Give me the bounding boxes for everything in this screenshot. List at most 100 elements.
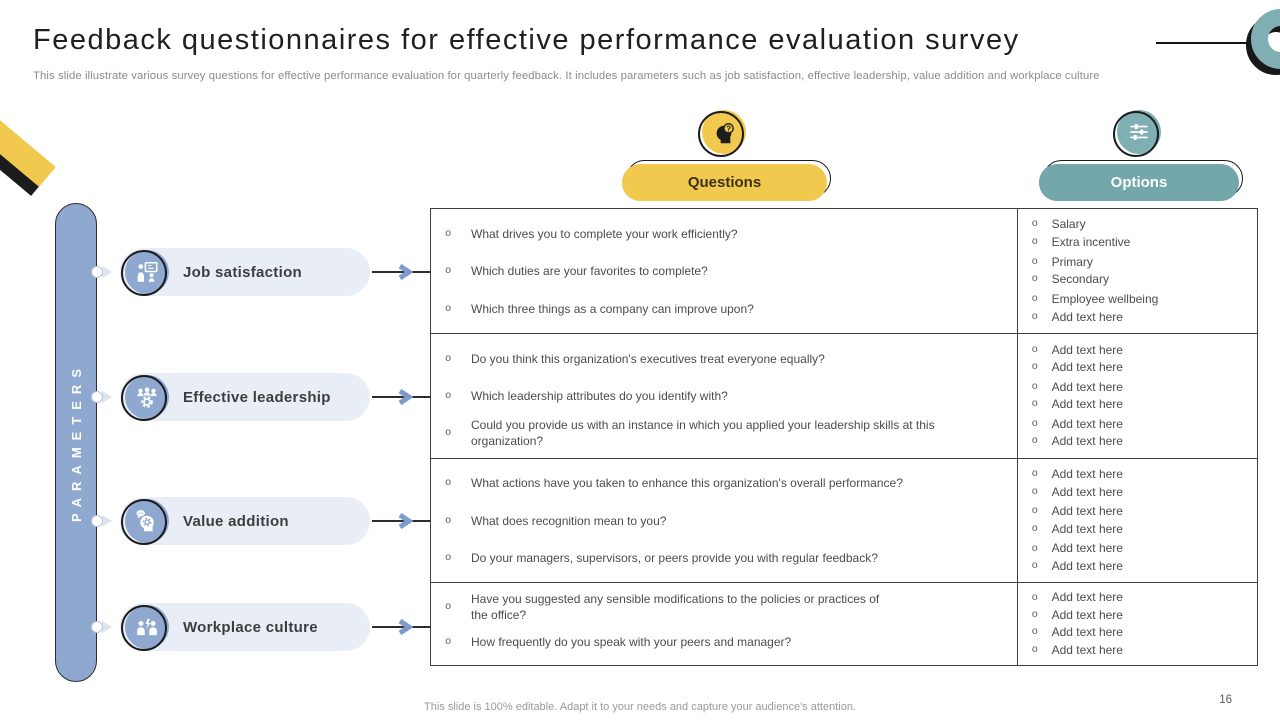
option-text-placeholder[interactable]: Add text here xyxy=(1051,558,1123,573)
bullet-icon: o xyxy=(1031,626,1038,639)
option-group: o Add text here o Add text here xyxy=(1032,415,1251,452)
option-item[interactable]: o Add text here xyxy=(1032,503,1251,520)
option-text-placeholder[interactable]: Add text here xyxy=(1051,379,1123,394)
option-item[interactable]: o Add text here xyxy=(1032,359,1251,376)
option-item[interactable]: o Add text here xyxy=(1032,607,1251,624)
bullet-icon: o xyxy=(445,551,452,564)
option-item[interactable]: o Add text here xyxy=(1032,589,1251,606)
question-text: What does recognition mean to you? xyxy=(471,513,667,528)
option-text-placeholder[interactable]: Add text here xyxy=(1051,607,1123,622)
option-item[interactable]: o Add text here xyxy=(1032,642,1251,659)
option-item: o Salary xyxy=(1032,216,1251,233)
option-text-placeholder[interactable]: Add text here xyxy=(1051,309,1123,324)
parameter-item-job-satisfaction: Job satisfaction xyxy=(120,248,370,296)
questions-options-table: o What drives you to complete your work e… xyxy=(430,208,1258,666)
bullet-icon: o xyxy=(1031,218,1038,231)
bullet-icon: o xyxy=(1031,380,1038,393)
title-rule xyxy=(1156,42,1258,44)
bullet-icon: o xyxy=(1031,310,1038,323)
question-text: Do your managers, supervisors, or peers … xyxy=(471,550,878,565)
parameter-item-workplace-culture: Workplace culture xyxy=(120,603,370,651)
question-text: Have you suggested any sensible modifica… xyxy=(471,591,880,622)
connector-dot xyxy=(91,515,103,527)
options-label: Options xyxy=(1110,174,1168,191)
option-item[interactable]: o Add text here xyxy=(1032,521,1251,538)
option-group: o Add text here o Add text here xyxy=(1032,624,1251,659)
option-text-placeholder[interactable]: Add text here xyxy=(1051,434,1123,449)
bullet-icon: o xyxy=(445,514,452,527)
connector-dot xyxy=(91,266,103,278)
option-text-placeholder[interactable]: Add text here xyxy=(1051,342,1123,357)
questions-cell: o What drives you to complete your work e… xyxy=(431,209,1018,334)
option-text-placeholder[interactable]: Add text here xyxy=(1051,590,1123,605)
bullet-icon: o xyxy=(1031,643,1038,656)
bullet-icon: o xyxy=(445,390,452,403)
bullet-icon: o xyxy=(1031,542,1038,555)
option-text-placeholder[interactable]: Add text here xyxy=(1051,467,1123,482)
bullet-icon: o xyxy=(445,227,452,240)
option-text-placeholder[interactable]: Add text here xyxy=(1051,504,1123,519)
parameter-item-effective-leadership: Effective leadership xyxy=(120,373,370,421)
question-item: o How frequently do you speak with your p… xyxy=(443,624,993,659)
option-group: o Add text here o Add text here xyxy=(1032,502,1251,539)
bullet-icon: o xyxy=(1031,591,1038,604)
connector-arrow-icon xyxy=(372,389,430,405)
bullet-icon: o xyxy=(445,352,452,365)
option-group: o Add text here o Add text here xyxy=(1032,589,1251,624)
bullet-icon: o xyxy=(1031,468,1038,481)
option-group: o Salary o Extra incentive xyxy=(1032,215,1251,252)
option-text-placeholder[interactable]: Add text here xyxy=(1051,397,1123,412)
option-item[interactable]: o Add text here xyxy=(1032,466,1251,483)
option-text-placeholder[interactable]: Add text here xyxy=(1051,360,1123,375)
option-item[interactable]: o Add text here xyxy=(1032,484,1251,501)
question-item: o What drives you to complete your work e… xyxy=(443,215,993,252)
option-group: o Add text here o Add text here xyxy=(1032,539,1251,576)
page-title: Feedback questionnaires for effective pe… xyxy=(33,24,1020,56)
option-item[interactable]: o Add text here xyxy=(1032,379,1251,396)
option-item[interactable]: o Add text here xyxy=(1032,433,1251,450)
option-item[interactable]: o Add text here xyxy=(1032,416,1251,433)
questions-label: Questions xyxy=(687,174,762,191)
option-text-placeholder[interactable]: Add text here xyxy=(1051,625,1123,640)
question-text: How frequently do you speak with your pe… xyxy=(471,634,792,649)
option-item[interactable]: o Add text here xyxy=(1032,624,1251,641)
question-text: Which leadership attributes do you ident… xyxy=(471,389,728,404)
option-item: o Secondary xyxy=(1032,271,1251,288)
bullet-icon: o xyxy=(1031,255,1038,268)
option-text-placeholder[interactable]: Add text here xyxy=(1051,521,1123,536)
bullet-icon: o xyxy=(1031,418,1038,431)
option-text-placeholder[interactable]: Add text here xyxy=(1051,484,1123,499)
parameter-label: Value addition xyxy=(183,512,289,530)
sliders-icon xyxy=(1117,110,1161,154)
connector-pointer xyxy=(102,266,112,278)
page-number: 16 xyxy=(1219,694,1232,706)
ring-decoration xyxy=(1251,9,1280,69)
option-item[interactable]: o Add text here xyxy=(1032,558,1251,575)
option-text-placeholder[interactable]: Add text here xyxy=(1051,541,1123,556)
footer-note: This slide is 100% editable. Adapt it to… xyxy=(424,701,856,713)
option-text: Employee wellbeing xyxy=(1051,292,1159,307)
question-item: o Which three things as a company can imp… xyxy=(443,290,993,327)
parameter-label: Effective leadership xyxy=(183,388,331,406)
parameter-label: Job satisfaction xyxy=(183,263,302,281)
questions-cell: o What actions have you taken to enhance … xyxy=(431,458,1018,583)
question-item: o Which duties are your favorites to comp… xyxy=(443,252,993,289)
option-item[interactable]: o Add text here xyxy=(1032,342,1251,359)
option-item[interactable]: o Add text here xyxy=(1032,540,1251,557)
connector-pointer xyxy=(102,621,112,633)
bullet-icon: o xyxy=(1031,485,1038,498)
option-item[interactable]: o Add text here xyxy=(1032,309,1251,326)
question-mark-glyph: ? xyxy=(725,123,730,133)
option-text-placeholder[interactable]: Add text here xyxy=(1051,642,1123,657)
head-gear-chat-icon xyxy=(125,499,169,543)
option-group: o Add text here o Add text here xyxy=(1032,340,1251,377)
option-text: Salary xyxy=(1051,217,1086,232)
question-item: o Do you think this organization's execut… xyxy=(443,340,993,377)
option-group: o Add text here o Add text here xyxy=(1032,378,1251,415)
option-item[interactable]: o Add text here xyxy=(1032,396,1251,413)
options-cell: o Salary o Extra incentive o Primary o Secon… xyxy=(1018,209,1257,333)
option-text-placeholder[interactable]: Add text here xyxy=(1051,416,1123,431)
question-text: Which three things as a company can impr… xyxy=(471,301,754,316)
questions-cell: o Do you think this organization's execut… xyxy=(431,334,1018,458)
